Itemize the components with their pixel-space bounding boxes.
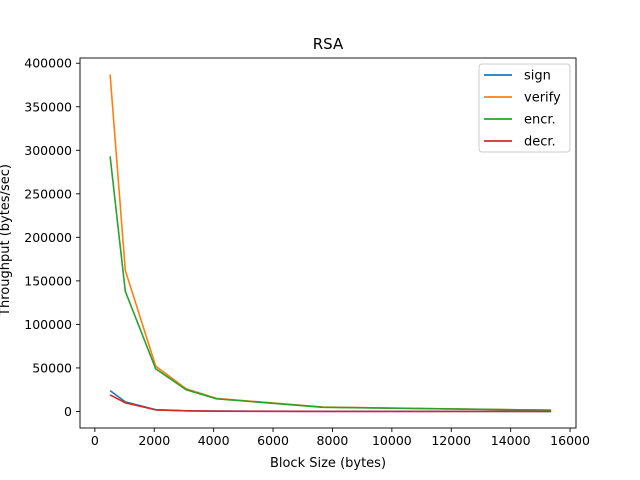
y-tick-label: 150000 (24, 273, 72, 288)
y-tick-label: 400000 (24, 56, 72, 71)
y-tick-label: 200000 (24, 230, 72, 245)
x-axis-label: Block Size (bytes) (270, 456, 386, 471)
chart-title: RSA (313, 35, 344, 53)
y-tick-label: 250000 (24, 186, 72, 201)
legend: sign verify encr. decr. (478, 63, 571, 153)
x-tick-label: 4000 (198, 433, 230, 448)
legend-label-verify: verify (524, 91, 561, 106)
y-tick-label: 350000 (24, 99, 72, 114)
series-line-decr (109, 394, 552, 413)
x-tick-label: 6000 (257, 433, 289, 448)
x-tick-label: 14000 (491, 433, 531, 448)
y-tick-label: 50000 (32, 360, 72, 375)
y-tick-label: 100000 (24, 317, 72, 332)
plot-frame (79, 57, 577, 429)
y-axis-ticks: 0 50000 100000 150000 200000 250000 300000 3500… (24, 56, 80, 419)
legend-label-encr: encr. (524, 113, 556, 128)
x-axis-ticks: 0 2000 4000 6000 8000 10000 12000 14000 16000 (91, 428, 590, 448)
y-tick-label: 0 (64, 404, 72, 419)
series-line-sign (109, 389, 552, 413)
y-axis-label: Throughput (bytes/sec) (0, 164, 13, 317)
y-tick-label: 300000 (24, 143, 72, 158)
x-tick-label: 12000 (431, 433, 471, 448)
x-tick-label: 16000 (550, 433, 590, 448)
legend-label-sign: sign (524, 69, 551, 84)
x-tick-label: 10000 (372, 433, 412, 448)
x-tick-label: 2000 (138, 433, 170, 448)
series-line-encr (109, 156, 552, 411)
legend-box (478, 63, 571, 153)
x-tick-label: 0 (91, 433, 99, 448)
x-tick-label: 8000 (317, 433, 349, 448)
plot-lines (109, 74, 552, 413)
legend-label-decr: decr. (524, 135, 556, 150)
